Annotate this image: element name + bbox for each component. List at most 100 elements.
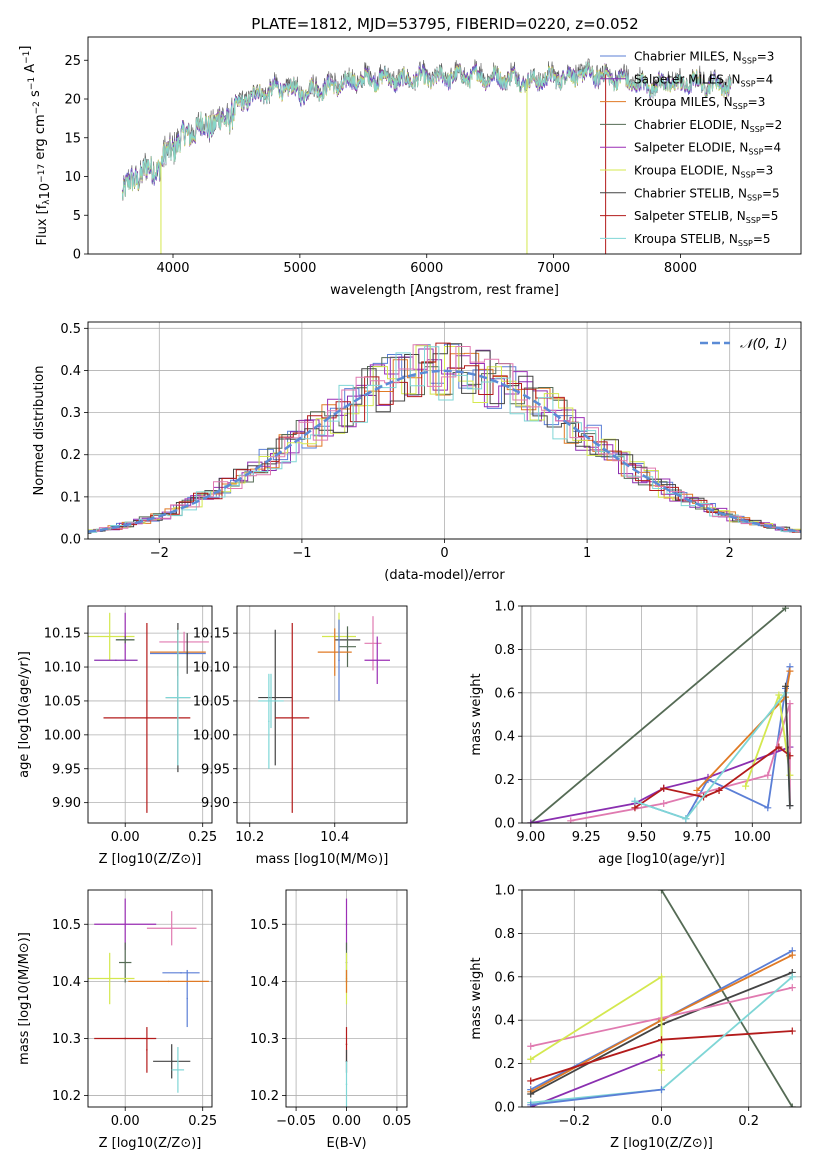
x-tick-label: 0.25 [188, 1114, 217, 1129]
errorbar-point [268, 720, 270, 723]
errorbar-point [270, 700, 272, 702]
x-tick-label: 0.25 [188, 830, 217, 845]
errorbar-point [146, 717, 148, 719]
mass-weight-marker [786, 802, 794, 810]
mass-weight-marker [786, 771, 794, 779]
legend-label-name: Chabrier MILES, N [634, 50, 742, 64]
legend-label: Chabrier ELODIE, NSSP=2 [634, 118, 782, 134]
errorbar-point [167, 980, 170, 983]
mass-weight-marker [682, 815, 690, 823]
errorbar-point [115, 659, 117, 662]
residual-histogram-panel: −2 −1 0 1 2 0.0 0.1 0.2 0.3 0.4 0.5 (data-model)/er… [32, 321, 802, 583]
mass-weight-marker [786, 667, 794, 675]
legend-label: Salpeter MILES, NSSP=4 [634, 72, 773, 88]
mass-weight-marker [782, 682, 789, 690]
mass-weight-line [530, 746, 791, 823]
histogram-step-chabrier_stelib [88, 343, 801, 534]
y-tick-label: 25 [64, 54, 81, 69]
y-tick-label: 0.4 [494, 1014, 515, 1029]
x-axis-label: mass [log10(M/M⊙)] [256, 852, 389, 867]
legend-label: Salpeter STELIB, NSSP=5 [634, 209, 778, 225]
mass-weight-marker [782, 606, 789, 612]
mass-weight-marker [527, 1090, 535, 1098]
errorbar-point [124, 961, 126, 964]
histogram-step-kroupa_miles [88, 352, 801, 532]
errorbar-point [333, 651, 336, 653]
errorbar-point [124, 639, 126, 641]
errorbar-point [274, 696, 277, 699]
mass-weight-line [634, 666, 791, 820]
legend-label-name: Salpeter MILES, N [634, 72, 741, 86]
y-axis-label: mass weight [469, 957, 484, 1039]
mass-weight-marker [764, 804, 772, 812]
mass-weight-marker [527, 1042, 535, 1050]
errorbar-point [346, 645, 349, 648]
y-tick-label: 0.2 [60, 448, 81, 463]
y-axis-label: mass weight [469, 673, 484, 755]
y-axis-label: Flux [fλ10−17 erg cm−2 s−1 A−1] [18, 46, 53, 246]
errorbar-point [345, 923, 348, 926]
mass-weight-marker [527, 1101, 535, 1107]
y-tick-label: 5 [73, 209, 81, 224]
x-tick-label: 0.2 [738, 1114, 759, 1129]
errorbar-point [108, 635, 111, 638]
x-tick-label: 9.50 [627, 830, 656, 845]
mass-weight-plot-area [527, 890, 796, 1107]
mass-weight-line [530, 607, 787, 823]
legend-label-value: =5 [753, 232, 771, 246]
mass-weight-marker [660, 799, 668, 807]
y-tick-label: 10.3 [52, 1032, 81, 1047]
x-axis-label: E(B-V) [326, 1136, 366, 1151]
mass-weight-marker [527, 1077, 535, 1085]
mass-weight-marker [527, 1055, 535, 1063]
y-tick-label: 15 [64, 131, 81, 146]
legend-label-subscript: SSP [738, 239, 753, 248]
mass-weight-marker [788, 951, 796, 959]
errorbar-point [170, 1060, 173, 1063]
x-tick-label: 1 [583, 546, 591, 561]
errorbar-point [291, 717, 294, 719]
mass-vs-metallicity-panel: 0.00 0.25 10.2 10.3 10.4 10.5 Z [log10(Z/Z⊙)] m… [17, 889, 217, 1151]
y-tick-label: 9.95 [201, 762, 230, 777]
errorbar-point [376, 659, 379, 662]
y-tick-label: 9.90 [52, 796, 81, 811]
y-tick-label: 10.15 [193, 627, 230, 642]
legend-label: 𝒩(0, 1) [740, 337, 787, 352]
x-tick-label: 6000 [410, 261, 443, 276]
x-tick-label: 2 [726, 546, 734, 561]
y-tick-label: 10.10 [193, 661, 230, 676]
mass-weight-marker [567, 817, 575, 823]
x-axis-label: (data-model)/error [384, 568, 505, 583]
y-axis-label-part: −17 [37, 164, 47, 183]
legend-label-subscript: SSP [748, 148, 763, 157]
x-axis-label: Z [log10(Z/Z⊙)] [99, 1136, 202, 1151]
mass-weight-marker [658, 1051, 665, 1059]
y-tick-label: 10.00 [44, 728, 81, 743]
errorbar-point [186, 997, 188, 1000]
y-tick-label: 10.5 [52, 918, 81, 933]
y-tick-label: 10 [64, 170, 81, 185]
x-tick-label: −0.05 [276, 1114, 316, 1129]
x-tick-label: 0.00 [111, 1114, 140, 1129]
spectrum-panel: 4000 5000 6000 7000 8000 0 5 10 15 20 25 wavelength… [18, 36, 802, 298]
x-tick-label: 0.00 [111, 830, 140, 845]
x-tick-label: 10.2 [235, 830, 264, 845]
y-tick-label: 0.2 [494, 773, 515, 788]
errorbar-point [124, 923, 126, 926]
errorbar-plot-area [345, 898, 348, 1107]
legend-label-value: =2 [765, 118, 783, 132]
y-tick-label: 10.10 [44, 661, 81, 676]
legend-label: Chabrier STELIB, NSSP=5 [634, 186, 780, 202]
y-axis-label-part: Flux [f [35, 204, 50, 245]
axes-frame [285, 889, 408, 1108]
axes-frame [87, 36, 802, 255]
errorbar-point [183, 641, 185, 643]
x-tick-label: 0.0 [651, 1114, 672, 1129]
x-tick-label: 10.4 [320, 830, 349, 845]
errorbar-point [345, 1043, 348, 1045]
mass-weight-plot-area [527, 606, 794, 823]
mass-weight-marker [631, 804, 639, 812]
y-tick-label: 1.0 [494, 600, 515, 615]
legend-label-subscript: SSP [747, 193, 762, 202]
